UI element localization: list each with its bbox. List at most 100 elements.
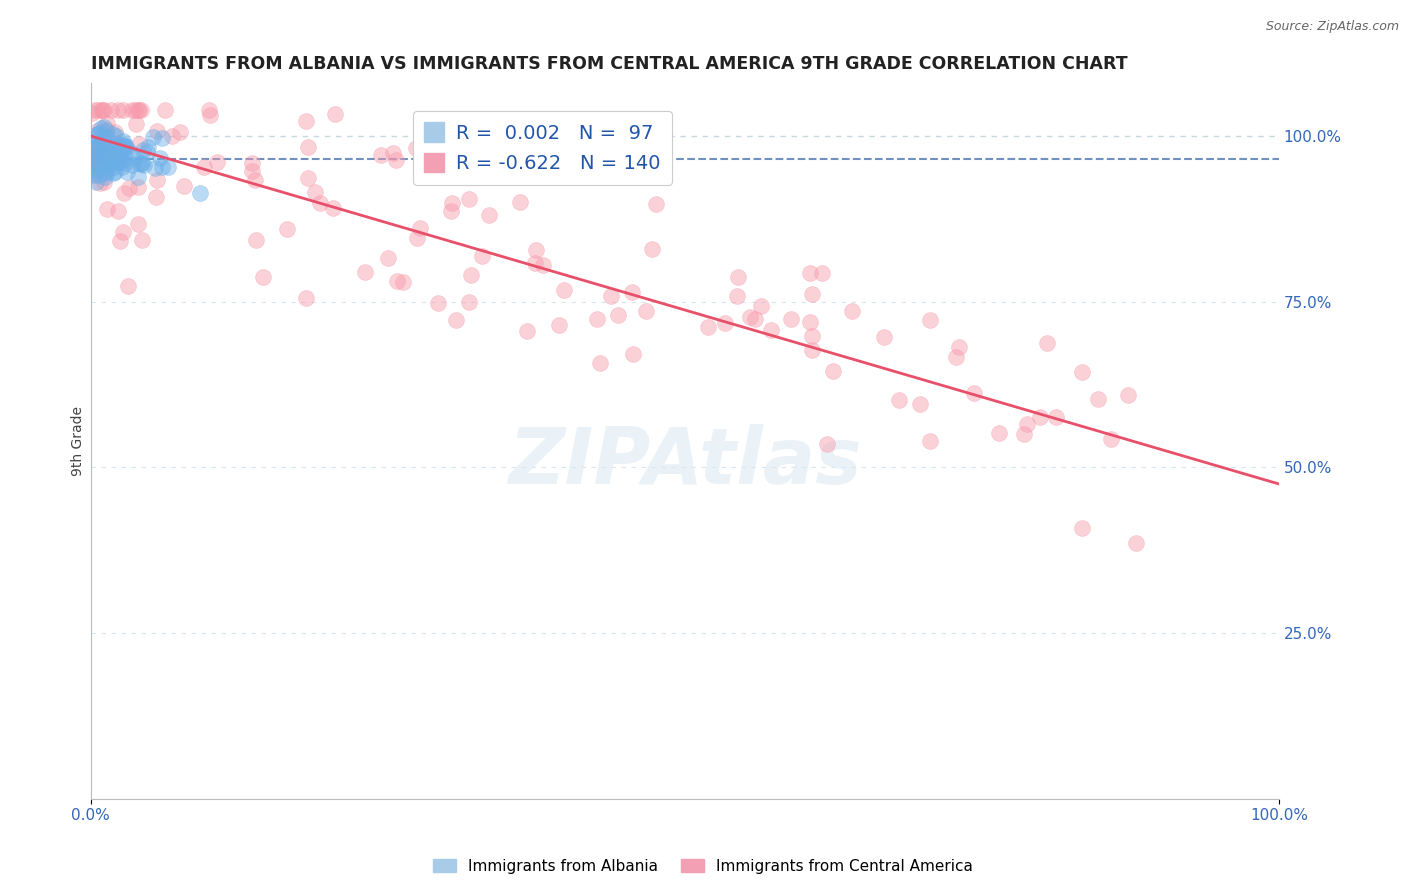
Point [136, 145, 159, 160]
Point [1029, 409, 1052, 424]
Point [920, 313, 942, 327]
Point [90, 120, 112, 135]
Point [779, 312, 801, 326]
Point [87, 144, 110, 158]
Point [101, 161, 124, 175]
Point [297, 171, 319, 186]
Point [110, 155, 132, 169]
Point [149, 152, 172, 166]
Point [294, 291, 316, 305]
Point [93, 120, 115, 134]
Point [96, 136, 118, 150]
Point [697, 319, 720, 334]
Point [157, 160, 180, 174]
Y-axis label: 9th Grade: 9th Grade [72, 406, 86, 476]
Point [276, 222, 298, 236]
Point [94, 140, 117, 154]
Point [129, 103, 152, 117]
Point [103, 154, 125, 169]
Point [245, 233, 267, 247]
Point [131, 143, 153, 157]
Point [509, 194, 531, 209]
Point [97, 146, 120, 161]
Point [83, 135, 105, 149]
Point [145, 190, 167, 204]
Point [323, 107, 346, 121]
Point [87, 168, 110, 182]
Point [309, 196, 332, 211]
Point [131, 156, 153, 170]
Point [128, 136, 150, 151]
Point [80, 155, 103, 169]
Point [621, 347, 644, 361]
Point [589, 356, 612, 370]
Point [96, 129, 118, 144]
Point [127, 103, 149, 117]
Point [823, 364, 845, 378]
Point [112, 103, 135, 117]
Point [322, 201, 344, 215]
Point [801, 287, 824, 301]
Point [585, 311, 607, 326]
Point [197, 103, 219, 117]
Point [83, 154, 105, 169]
Point [98, 146, 121, 161]
Point [125, 118, 148, 132]
Text: ZIPAtlas: ZIPAtlas [508, 425, 862, 500]
Point [121, 103, 143, 117]
Point [146, 172, 169, 186]
Point [142, 130, 165, 145]
Point [297, 140, 319, 154]
Point [107, 103, 129, 117]
Point [815, 436, 838, 450]
Point [963, 385, 986, 400]
Point [90, 103, 112, 117]
Point [153, 103, 176, 117]
Point [107, 204, 129, 219]
Point [89, 137, 111, 152]
Point [84, 128, 107, 142]
Point [84, 156, 107, 170]
Point [111, 225, 134, 239]
Point [1099, 432, 1122, 446]
Point [531, 258, 554, 272]
Point [759, 323, 782, 337]
Point [82, 151, 104, 165]
Point [90, 141, 112, 155]
Point [94, 164, 117, 178]
Point [800, 343, 823, 357]
Point [104, 139, 127, 153]
Point [440, 203, 463, 218]
Point [553, 283, 575, 297]
Point [114, 156, 136, 170]
Point [111, 160, 134, 174]
Point [87, 127, 110, 141]
Point [406, 231, 429, 245]
Point [117, 279, 139, 293]
Point [118, 181, 141, 195]
Point [841, 304, 863, 318]
Point [460, 268, 482, 282]
Point [87, 148, 110, 162]
Point [744, 311, 766, 326]
Point [988, 425, 1011, 440]
Point [93, 159, 115, 173]
Point [110, 145, 132, 160]
Point [810, 266, 832, 280]
Point [188, 186, 211, 201]
Text: IMMIGRANTS FROM ALBANIA VS IMMIGRANTS FROM CENTRAL AMERICA 9TH GRADE CORRELATION: IMMIGRANTS FROM ALBANIA VS IMMIGRANTS FR… [91, 55, 1128, 73]
Point [889, 392, 911, 407]
Point [112, 186, 135, 201]
Point [84, 149, 107, 163]
Point [516, 325, 538, 339]
Point [84, 153, 107, 168]
Point [304, 185, 326, 199]
Point [169, 125, 191, 139]
Point [93, 153, 115, 167]
Point [948, 340, 970, 354]
Point [458, 295, 481, 310]
Point [1116, 388, 1139, 402]
Point [408, 220, 430, 235]
Point [103, 149, 125, 163]
Point [98, 139, 121, 153]
